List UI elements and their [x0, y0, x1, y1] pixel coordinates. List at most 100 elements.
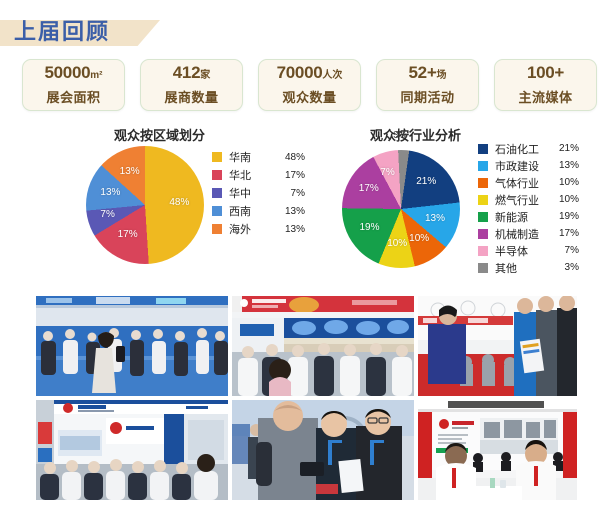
legend-swatch-icon: [212, 188, 222, 198]
legend-label: 机械制造: [495, 228, 539, 241]
legend-value: 19%: [558, 211, 579, 222]
pie-slice-label: 17%: [117, 229, 138, 241]
legend-value: 10%: [558, 177, 579, 188]
legend-swatch-icon: [478, 245, 488, 256]
legend-label: 气体行业: [495, 177, 539, 190]
legend-value: 17%: [558, 228, 579, 239]
legend-label: 华南: [229, 152, 251, 164]
legend-value: 13%: [284, 223, 305, 235]
legend-swatch-icon: [478, 177, 488, 188]
legend-swatch-icon: [478, 262, 488, 273]
legend-swatch-icon: [478, 194, 488, 205]
photo-jinggong-booth-meeting[interactable]: [418, 400, 577, 500]
legend-item[interactable]: 其他 3%: [478, 259, 579, 276]
legend-value: 48%: [284, 151, 305, 163]
legend-item[interactable]: 半导体 7%: [478, 242, 579, 259]
chart-legend-industry: 石油化工 21% 市政建设 13% 气体行业 10% 燃气行业 10% 新能源 19% 机械制造 17…: [478, 140, 579, 276]
legend-swatch-icon: [478, 228, 488, 239]
stat-unit: 人次: [322, 70, 343, 81]
legend-item[interactable]: 新能源 19%: [478, 208, 579, 225]
chart-visitors-by-region: 观众按区域划分 48% 17% 7% 13% 13% 华南 48% 华北 17% 华中 7% 西南 1…: [86, 124, 316, 286]
chart-title: 观众按行业分析: [370, 128, 462, 143]
pie-slice-label: 3%: [393, 130, 408, 142]
legend-item[interactable]: 市政建设 13%: [478, 157, 579, 174]
stat-value-group: 100+: [527, 64, 564, 82]
legend-swatch-icon: [212, 206, 222, 216]
legend-item[interactable]: 气体行业 10%: [478, 174, 579, 191]
legend-label: 市政建设: [495, 160, 539, 173]
stat-number: 70000: [276, 63, 323, 82]
stat-value-group: 52+场: [409, 64, 447, 82]
stat-number: 412: [172, 63, 201, 82]
legend-item[interactable]: 华南 48%: [212, 148, 305, 166]
legend-value: 7%: [290, 187, 305, 199]
chart-title: 观众按区域划分: [114, 128, 206, 143]
legend-item[interactable]: 西南 13%: [212, 202, 305, 220]
stat-value-group: 412家: [173, 64, 210, 82]
legend-item[interactable]: 机械制造 17%: [478, 225, 579, 242]
stat-card-media-count: 100+ 主流媒体: [494, 59, 597, 111]
legend-label: 西南: [229, 206, 251, 218]
pie-slice-label: 13%: [424, 212, 445, 224]
pie-slice-label: 17%: [358, 182, 379, 194]
pie-chart-industry: [342, 150, 460, 268]
stat-card-exhibition-area: 50000m² 展会面积: [22, 59, 125, 111]
legend-label: 半导体: [495, 245, 528, 258]
page-title: 上届回顾: [14, 19, 111, 44]
legend-value: 21%: [558, 143, 579, 154]
charts-row: 观众按区域划分 48% 17% 7% 13% 13% 华南 48% 华北 17% 华中 7% 西南 1…: [0, 124, 613, 286]
legend-label: 海外: [229, 224, 251, 236]
pie-chart-region: [86, 146, 204, 264]
stat-card-exhibitor-count: 412家 展商数量: [140, 59, 243, 111]
photo-exhibition-aisle-crowd[interactable]: [36, 296, 228, 396]
stats-row: 50000m² 展会面积 412家 展商数量 70000人次 观众数量 52+场…: [22, 58, 597, 112]
legend-item[interactable]: 燃气行业 10%: [478, 191, 579, 208]
chart-legend-region: 华南 48% 华北 17% 华中 7% 西南 13% 海外 13%: [212, 148, 305, 238]
stat-card-visitor-count: 70000人次 观众数量: [258, 59, 361, 111]
stat-unit: 场: [436, 70, 447, 81]
stat-label: 同期活动: [400, 90, 455, 105]
stat-unit: 家: [200, 70, 211, 81]
stat-number: 50000: [44, 63, 91, 82]
legend-item[interactable]: 石油化工 21%: [478, 140, 579, 157]
pie-slice-label: 19%: [359, 222, 380, 234]
section-header: 上届回顾: [0, 6, 260, 48]
pie-slice-label: 13%: [119, 165, 140, 177]
photo-attendees-discussion[interactable]: [232, 400, 414, 500]
stat-number: 100+: [526, 63, 565, 82]
stat-value-group: 50000m²: [44, 64, 102, 82]
photo-gallery: [36, 296, 577, 504]
stat-label: 展商数量: [164, 90, 219, 105]
legend-swatch-icon: [478, 143, 488, 154]
legend-swatch-icon: [478, 211, 488, 222]
legend-value: 13%: [284, 205, 305, 217]
legend-value: 3%: [564, 262, 579, 273]
legend-item[interactable]: 华北 17%: [212, 166, 305, 184]
stat-label: 展会面积: [46, 90, 101, 105]
legend-swatch-icon: [212, 224, 222, 234]
pie-slice-label: 10%: [387, 238, 408, 250]
legend-label: 其他: [495, 262, 517, 275]
legend-label: 华北: [229, 170, 251, 182]
legend-value: 17%: [284, 169, 305, 181]
legend-swatch-icon: [212, 152, 222, 162]
legend-label: 新能源: [495, 211, 528, 224]
photo-valve-booth-visitors[interactable]: [232, 296, 414, 396]
legend-item[interactable]: 华中 7%: [212, 184, 305, 202]
pie-slice-label: 13%: [100, 186, 121, 198]
pie-slice-label: 10%: [409, 233, 430, 245]
photo-product-demo-visitors[interactable]: [418, 296, 577, 396]
photo-group-booth-crowd[interactable]: [36, 400, 228, 500]
stat-card-concurrent-events: 52+场 同期活动: [376, 59, 479, 111]
legend-label: 石油化工: [495, 143, 539, 156]
legend-value: 13%: [558, 160, 579, 171]
stat-label: 主流媒体: [518, 90, 573, 105]
pie-slice-label: 21%: [416, 176, 437, 188]
legend-item[interactable]: 海外 13%: [212, 220, 305, 238]
pie-slice-label: 48%: [169, 196, 190, 208]
pie-slice-label: 7%: [380, 166, 395, 178]
title-band-decoration: [0, 20, 160, 46]
stat-value-group: 70000人次: [277, 64, 343, 82]
stat-label: 观众数量: [282, 90, 337, 105]
